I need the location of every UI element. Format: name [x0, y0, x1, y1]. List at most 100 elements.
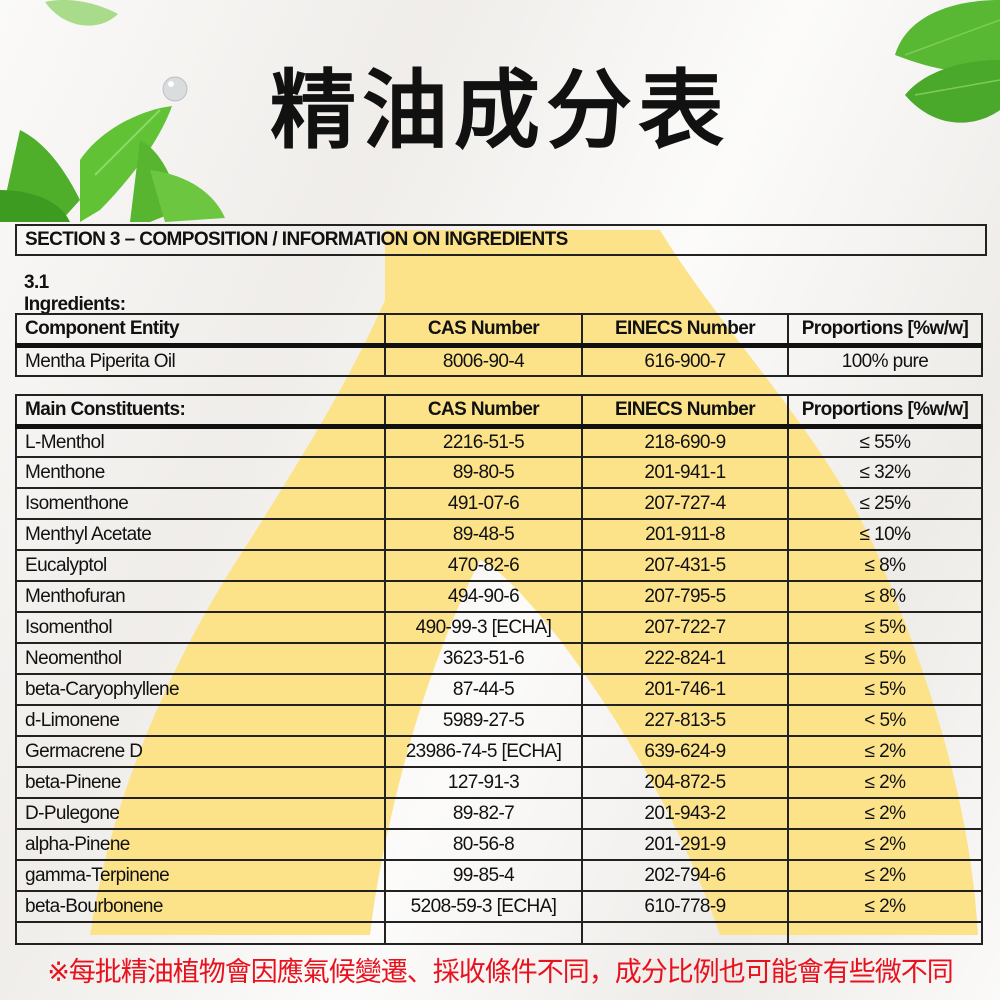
cell-name: beta-Bourbonene [15, 890, 386, 923]
cell-proportion: ≤ 2% [787, 859, 983, 892]
cell-cas: 2216-51-5 [384, 425, 583, 458]
cell-cas: 127-91-3 [384, 766, 583, 799]
cell-cas: 470-82-6 [384, 549, 583, 582]
cell-proportion: ≤ 2% [787, 797, 983, 830]
table-row: Neomenthol 3623-51-6 222-824-1 ≤ 5% [15, 642, 983, 675]
cell-cas: 8006-90-4 [384, 344, 583, 377]
cell-cas: 89-82-7 [384, 797, 583, 830]
cell-proportion: ≤ 10% [787, 518, 983, 551]
cell-proportion: ≤ 8% [787, 549, 983, 582]
footnote: ※每批精油植物會因應氣候變遷、採收條件不同，成分比例也可能會有些微不同 [47, 957, 954, 988]
cell-cas: 5208-59-3 [ECHA] [384, 890, 583, 923]
cell-einecs: 207-727-4 [581, 487, 789, 520]
cell-einecs: 201-911-8 [581, 518, 789, 551]
cell-cas: 89-80-5 [384, 456, 583, 489]
cell-einecs: 639-624-9 [581, 735, 789, 768]
cell-einecs: 222-824-1 [581, 642, 789, 675]
cell-proportion: ≤ 5% [787, 673, 983, 706]
constituents-table-header: Main Constituents: CAS Number EINECS Num… [15, 394, 983, 429]
table-row: Isomenthone 491-07-6 207-727-4 ≤ 25% [15, 487, 983, 520]
cell-einecs: 201-941-1 [581, 456, 789, 489]
ingredients-subheading: 3.1 Ingredients: [24, 272, 126, 315]
cell-einecs: 207-431-5 [581, 549, 789, 582]
cell-einecs: 616-900-7 [581, 344, 789, 377]
cell-proportion: ≤ 55% [787, 425, 983, 458]
cell-cas: 23986-74-5 [ECHA] [384, 735, 583, 768]
cell-name: beta-Caryophyllene [15, 673, 386, 706]
cell-name: D-Pulegone [15, 797, 386, 830]
cell-einecs: 610-778-9 [581, 890, 789, 923]
cell-proportion: ≤ 2% [787, 735, 983, 768]
cell-cas: 491-07-6 [384, 487, 583, 520]
table-row: D-Pulegone 89-82-7 201-943-2 ≤ 2% [15, 797, 983, 830]
cell-proportion: < 5% [787, 704, 983, 737]
cell-cas: 490-99-3 [ECHA] [384, 611, 583, 644]
empty-cell [15, 921, 386, 945]
cell-einecs: 201-943-2 [581, 797, 789, 830]
mint-sprig-left-icon [0, 106, 225, 222]
cell-proportion: ≤ 5% [787, 611, 983, 644]
header-proportions: Proportions [%w/w] [787, 394, 983, 429]
cell-proportion: ≤ 8% [787, 580, 983, 613]
table-row: beta-Caryophyllene 87-44-5 201-746-1 ≤ 5% [15, 673, 983, 706]
component-table: Component Entity CAS Number EINECS Numbe… [15, 313, 983, 377]
header-main-constituents: Main Constituents: [15, 394, 386, 429]
cell-einecs: 201-746-1 [581, 673, 789, 706]
cell-name: Isomenthone [15, 487, 386, 520]
cell-proportion: ≤ 2% [787, 766, 983, 799]
cell-proportion: ≤ 2% [787, 828, 983, 861]
table-row: Menthyl Acetate 89-48-5 201-911-8 ≤ 10% [15, 518, 983, 551]
table-row: Mentha Piperita Oil 8006-90-4 616-900-7 … [15, 344, 983, 377]
empty-cell [787, 921, 983, 945]
cell-name: L-Menthol [15, 425, 386, 458]
cell-name: Neomenthol [15, 642, 386, 675]
component-table-header: Component Entity CAS Number EINECS Numbe… [15, 313, 983, 348]
header-cas-number: CAS Number [384, 394, 583, 429]
empty-cell [581, 921, 789, 945]
cell-cas: 80-56-8 [384, 828, 583, 861]
header-einecs-number: EINECS Number [581, 313, 789, 348]
section-heading: SECTION 3 – COMPOSITION / INFORMATION ON… [15, 224, 987, 256]
cell-cas: 89-48-5 [384, 518, 583, 551]
cell-cas: 99-85-4 [384, 859, 583, 892]
constituents-table: Main Constituents: CAS Number EINECS Num… [15, 394, 983, 945]
cell-cas: 5989-27-5 [384, 704, 583, 737]
mint-leaf-top-right-icon [895, 0, 1000, 123]
table-row: Menthone 89-80-5 201-941-1 ≤ 32% [15, 456, 983, 489]
cell-name: Menthyl Acetate [15, 518, 386, 551]
cell-cas: 87-44-5 [384, 673, 583, 706]
cell-einecs: 204-872-5 [581, 766, 789, 799]
header-cas-number: CAS Number [384, 313, 583, 348]
table-row: Menthofuran 494-90-6 207-795-5 ≤ 8% [15, 580, 983, 613]
header-proportions: Proportions [%w/w] [787, 313, 983, 348]
cell-name: gamma-Terpinene [15, 859, 386, 892]
table-row: Eucalyptol 470-82-6 207-431-5 ≤ 8% [15, 549, 983, 582]
table-row: alpha-Pinene 80-56-8 201-291-9 ≤ 2% [15, 828, 983, 861]
cell-proportion: ≤ 32% [787, 456, 983, 489]
cell-proportion: 100% pure [787, 344, 983, 377]
header-einecs-number: EINECS Number [581, 394, 789, 429]
table-row: d-Limonene 5989-27-5 227-813-5 < 5% [15, 704, 983, 737]
cell-name: Eucalyptol [15, 549, 386, 582]
table-row: gamma-Terpinene 99-85-4 202-794-6 ≤ 2% [15, 859, 983, 892]
cell-cas: 3623-51-6 [384, 642, 583, 675]
cell-name: Isomenthol [15, 611, 386, 644]
water-drop-icon [162, 76, 188, 102]
cell-name: Menthone [15, 456, 386, 489]
cell-proportion: ≤ 2% [787, 890, 983, 923]
cell-name: beta-Pinene [15, 766, 386, 799]
table-row: beta-Pinene 127-91-3 204-872-5 ≤ 2% [15, 766, 983, 799]
cell-einecs: 207-722-7 [581, 611, 789, 644]
cell-proportion: ≤ 5% [787, 642, 983, 675]
cell-einecs: 201-291-9 [581, 828, 789, 861]
page-title: 精油成分表 [270, 61, 730, 161]
empty-table-row [15, 921, 983, 945]
cell-name: alpha-Pinene [15, 828, 386, 861]
table-row: Isomenthol 490-99-3 [ECHA] 207-722-7 ≤ 5% [15, 611, 983, 644]
cell-name: Menthofuran [15, 580, 386, 613]
cell-proportion: ≤ 25% [787, 487, 983, 520]
table-row: L-Menthol 2216-51-5 218-690-9 ≤ 55% [15, 425, 983, 458]
mint-leaf-top-left-icon [45, 0, 118, 26]
cell-einecs: 202-794-6 [581, 859, 789, 892]
table-row: Germacrene D 23986-74-5 [ECHA] 639-624-9 ≤ … [15, 735, 983, 768]
